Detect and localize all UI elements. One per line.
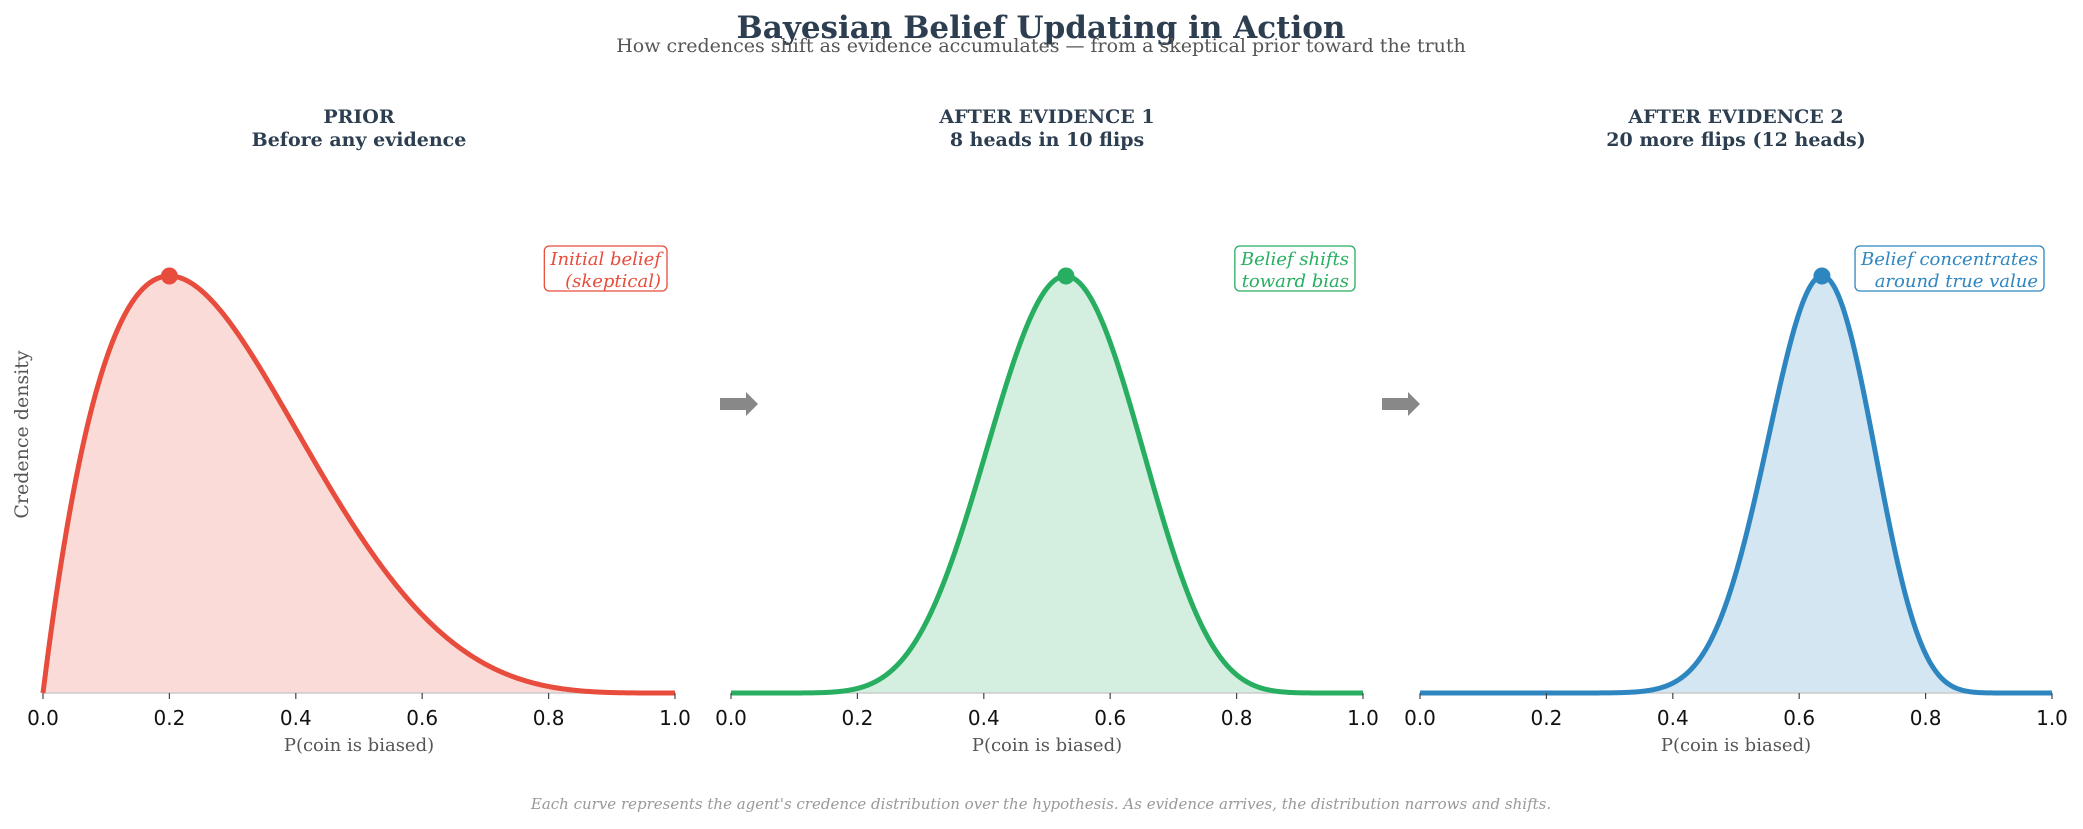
x-tick-label: 0.8 — [1221, 706, 1253, 730]
x-tick-label: 0.2 — [153, 706, 185, 730]
panel-annotation: Initial belief(skeptical) — [543, 245, 668, 292]
x-axis-label: P(coin is biased) — [284, 735, 434, 756]
y-axis-label: Credence density — [11, 350, 33, 519]
annotation-line: Belief concentrates — [1860, 249, 2038, 270]
density-area — [731, 276, 1363, 693]
panel-3: AFTER EVIDENCE 220 more flips (12 heads)… — [1404, 106, 2068, 756]
x-tick-label: 0.4 — [1657, 706, 1689, 730]
figure-subtitle: How credences shift as evidence accumula… — [616, 35, 1466, 57]
panel-subtitle: Before any evidence — [252, 129, 467, 151]
x-tick-label: 1.0 — [659, 706, 691, 730]
x-tick-label: 0.0 — [1404, 706, 1436, 730]
x-tick-label: 0.4 — [968, 706, 1000, 730]
x-tick-label: 0.6 — [406, 706, 438, 730]
x-tick-label: 0.8 — [533, 706, 565, 730]
panel-title: AFTER EVIDENCE 1 — [938, 106, 1154, 128]
right-arrow-icon — [720, 392, 758, 416]
right-arrow-icon — [1382, 392, 1420, 416]
transition-arrows — [720, 392, 1420, 416]
figure-footnote: Each curve represents the agent's creden… — [530, 795, 1551, 813]
density-area — [1420, 276, 2052, 693]
annotation-line: toward bias — [1242, 271, 1349, 292]
figure-title: Bayesian Belief Updating in Action — [737, 10, 1346, 46]
annotation-line: Initial belief — [549, 249, 664, 270]
annotation-box — [1854, 245, 2045, 292]
density-curve — [730, 273, 1364, 696]
panel-title: PRIOR — [323, 106, 395, 128]
x-axis-label: P(coin is biased) — [972, 735, 1122, 756]
x-axis-label: P(coin is biased) — [1661, 735, 1811, 756]
panel-subtitle: 8 heads in 10 flips — [950, 129, 1144, 151]
annotation-line: (skeptical) — [565, 271, 661, 292]
density-curve — [1419, 273, 2053, 696]
x-tick-label: 0.4 — [280, 706, 312, 730]
annotation-line: Belief shifts — [1240, 249, 1349, 270]
x-tick-label: 0.6 — [1094, 706, 1126, 730]
panel-title: AFTER EVIDENCE 2 — [1627, 106, 1843, 128]
mode-marker — [1057, 267, 1075, 285]
mode-marker — [160, 267, 178, 285]
x-tick-label: 0.0 — [27, 706, 59, 730]
x-tick-label: 0.6 — [1783, 706, 1815, 730]
density-area — [43, 276, 675, 693]
annotation-box — [1234, 245, 1356, 292]
x-tick-label: 0.2 — [1530, 706, 1562, 730]
x-tick-label: 1.0 — [2036, 706, 2068, 730]
x-tick-label: 0.0 — [715, 706, 747, 730]
annotation-line: around true value — [1875, 271, 2038, 292]
panel-2: AFTER EVIDENCE 18 heads in 10 flips 0.0 0.… — [715, 106, 1379, 756]
x-tick-label: 0.8 — [1910, 706, 1942, 730]
x-tick-label: 1.0 — [1347, 706, 1379, 730]
mode-marker — [1813, 267, 1831, 285]
panel-subtitle: 20 more flips (12 heads) — [1606, 129, 1865, 151]
x-tick-label: 0.2 — [841, 706, 873, 730]
annotation-box — [543, 245, 668, 292]
density-curve — [40, 273, 676, 696]
